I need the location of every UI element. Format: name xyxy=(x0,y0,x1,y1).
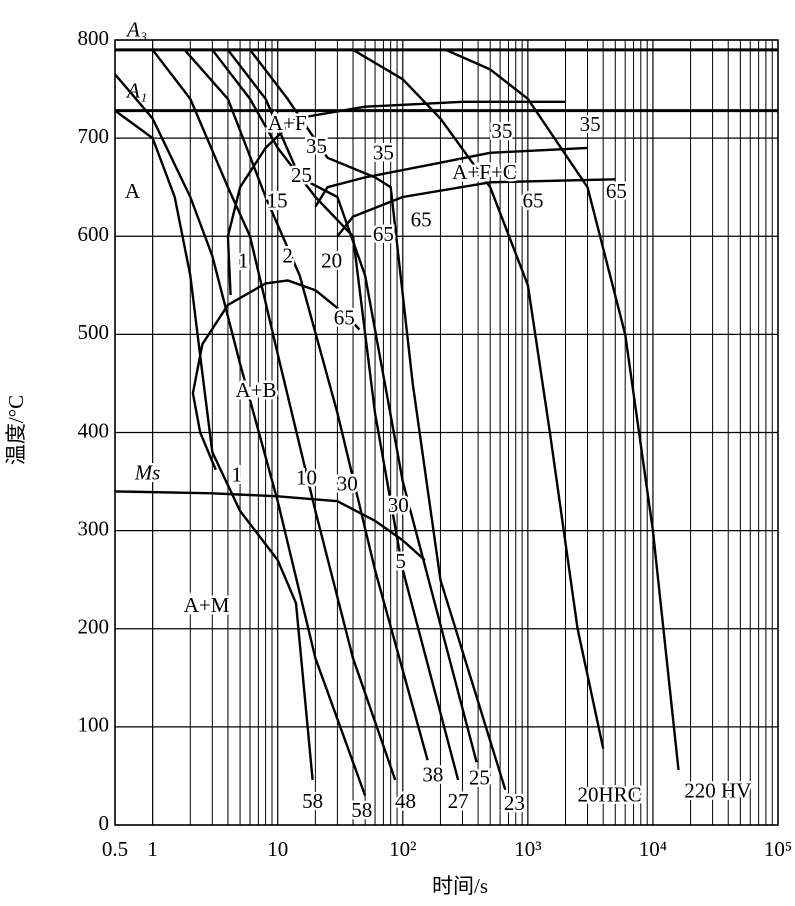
curve xyxy=(352,48,605,749)
annotation: 65 xyxy=(373,222,394,246)
annotation: 35 xyxy=(491,119,512,143)
annotation: 30 xyxy=(337,471,358,495)
curve xyxy=(151,49,397,781)
y-tick-label: 300 xyxy=(78,516,110,540)
y-axis-title: 温度/°C xyxy=(4,395,28,465)
curve xyxy=(114,490,426,561)
y-tick-label: 800 xyxy=(78,26,110,50)
plot-frame xyxy=(114,39,779,826)
curve xyxy=(183,49,429,761)
annotation: 58 xyxy=(351,798,372,822)
annotation: A+F xyxy=(268,111,307,135)
annotation: A+B xyxy=(235,378,276,402)
curve xyxy=(114,73,367,797)
annotation: Ms xyxy=(134,461,161,485)
annotation: 35 xyxy=(306,134,327,158)
curve xyxy=(114,109,314,781)
annotation: 35 xyxy=(580,112,601,136)
curve xyxy=(314,146,588,208)
x-tick-label: 10⁵ xyxy=(764,837,792,861)
annotation: 5 xyxy=(395,549,406,573)
annotation: 25 xyxy=(469,766,490,790)
annotation: 23 xyxy=(504,791,525,815)
x-tick-label: 10⁴ xyxy=(639,837,667,861)
annotation: 30 xyxy=(388,493,409,517)
annotation: 48 xyxy=(395,789,416,813)
x-tick-label: 10 xyxy=(267,837,288,861)
y-tick-label: 200 xyxy=(78,615,110,639)
annotation: 10 xyxy=(296,465,317,489)
y-tick-label: 400 xyxy=(78,418,110,442)
critical-line-label: A₃ xyxy=(125,18,147,42)
y-tick-label: 600 xyxy=(78,222,110,246)
x-tick-label: 10³ xyxy=(514,837,541,861)
annotation: A+F+C xyxy=(452,160,517,184)
annotation: 2 xyxy=(282,244,293,268)
y-tick-label: 500 xyxy=(78,320,110,344)
annotation: 1 xyxy=(231,462,242,486)
annotation: 65 xyxy=(334,305,355,329)
x-tick-label: 0.5 xyxy=(102,837,128,861)
annotation: 20 xyxy=(321,249,342,273)
annotation: 15 xyxy=(267,189,288,213)
x-tick-label: 1 xyxy=(147,837,158,861)
curve xyxy=(226,117,297,296)
x-tick-label: 10² xyxy=(389,837,416,861)
annotation: 27 xyxy=(448,789,469,813)
x-axis-title: 时间/s xyxy=(432,874,488,898)
annotation: A xyxy=(125,179,141,203)
annotation: 58 xyxy=(302,789,323,813)
annotation: 65 xyxy=(606,179,627,203)
annotation: 20HRC xyxy=(577,782,641,806)
curve xyxy=(191,279,361,471)
curve xyxy=(211,49,460,781)
annotation: 38 xyxy=(422,763,443,787)
critical-line-label: A₁ xyxy=(125,78,147,102)
curve xyxy=(249,49,507,791)
curve xyxy=(295,100,566,120)
annotation: 35 xyxy=(373,141,394,165)
curve xyxy=(336,178,616,238)
annotation: 25 xyxy=(291,163,312,187)
curve xyxy=(226,49,478,763)
annotation: A+M xyxy=(184,593,230,617)
annotation: 65 xyxy=(411,207,432,231)
y-tick-label: 100 xyxy=(78,713,110,737)
y-tick-label: 700 xyxy=(78,124,110,148)
annotation: 1 xyxy=(238,249,249,273)
curve xyxy=(445,48,680,771)
annotation: 65 xyxy=(523,189,544,213)
annotation: 220 HV xyxy=(684,778,751,802)
y-tick-label: 0 xyxy=(99,811,110,835)
